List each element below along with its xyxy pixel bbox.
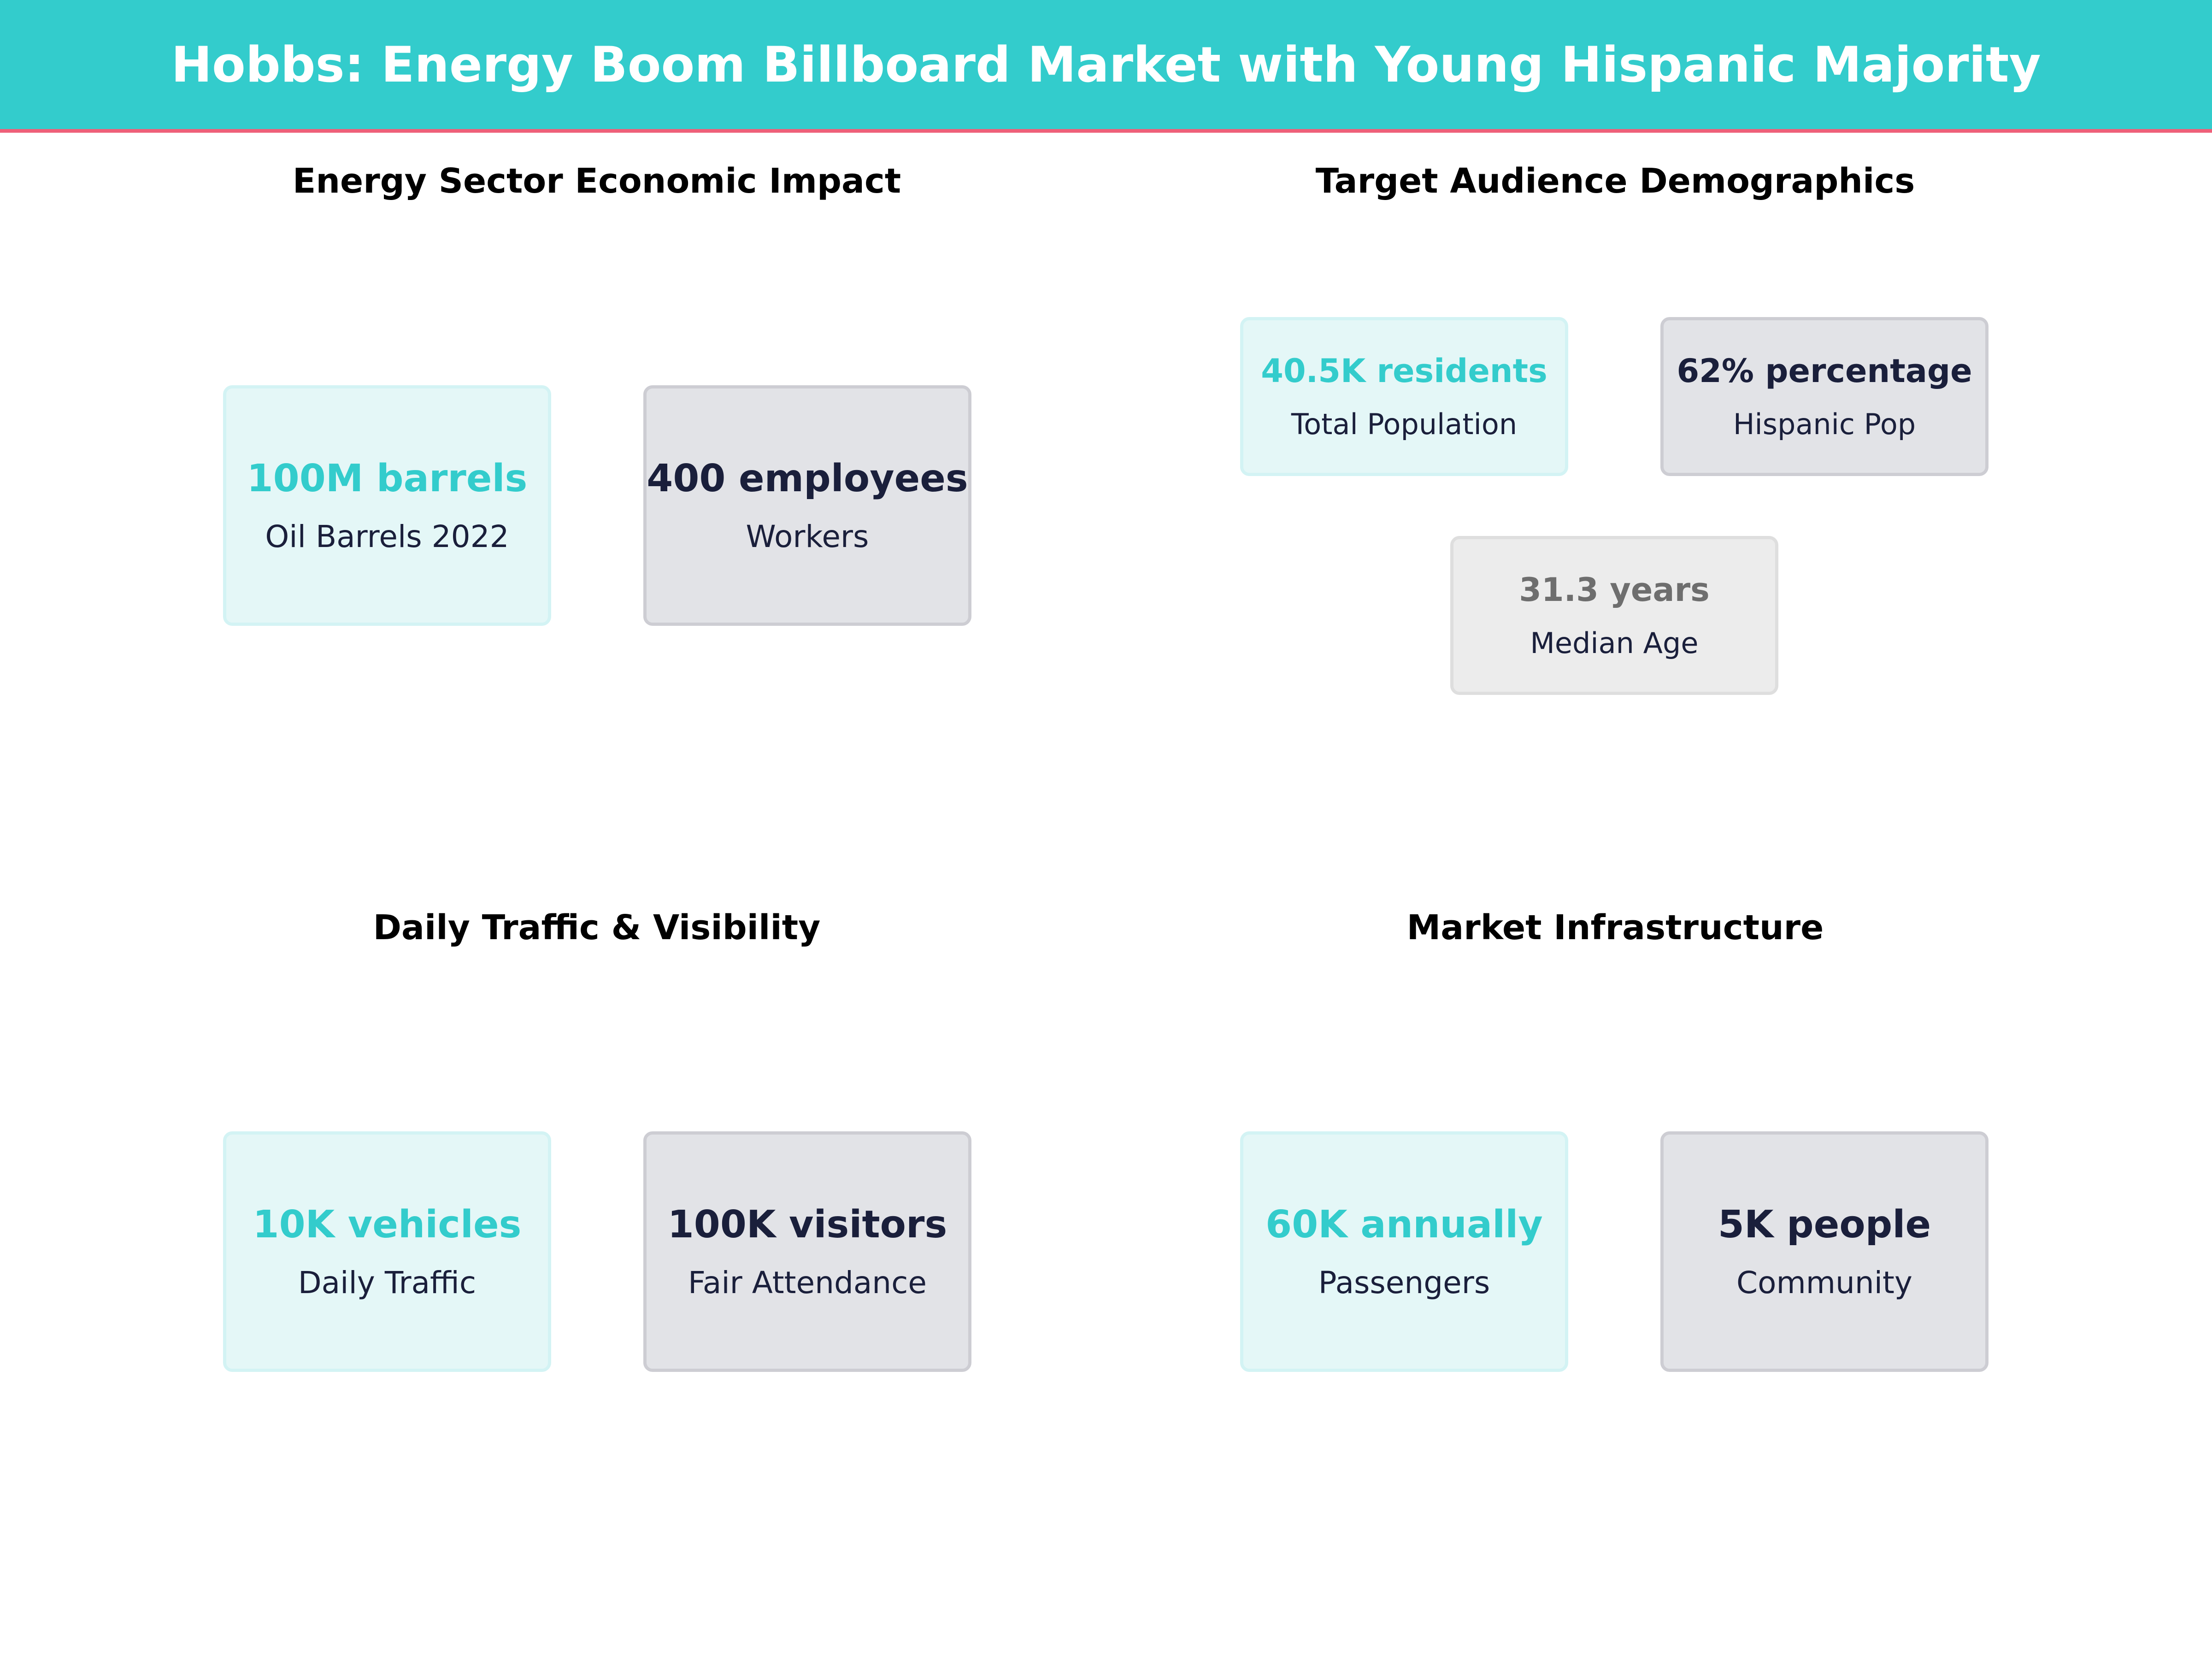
section-title-traffic: Daily Traffic & Visibility [373,908,821,947]
stat-value: 62% percentage [1677,352,1972,390]
stat-card-total-population: 40.5K residents Total Population [1240,317,1568,476]
stat-label: Community [1736,1265,1912,1300]
page-title: Hobbs: Energy Boom Billboard Market with… [171,36,2041,93]
stat-label: Hispanic Pop [1733,407,1916,441]
stat-card-community: 5K people Community [1660,1131,1988,1372]
stat-value: 31.3 years [1519,571,1710,609]
stat-card-fair-attendance: 100K visitors Fair Attendance [643,1131,971,1372]
stat-value: 60K annually [1265,1203,1543,1247]
stat-label: Oil Barrels 2022 [265,519,509,554]
stat-value: 40.5K residents [1261,352,1547,390]
section-title-energy: Energy Sector Economic Impact [292,161,901,201]
stat-value: 10K vehicles [253,1203,522,1247]
stat-label: Median Age [1530,626,1699,660]
stat-card-hispanic-pop: 62% percentage Hispanic Pop [1660,317,1988,476]
stat-card-median-age: 31.3 years Median Age [1450,536,1778,695]
stat-card-oil-barrels: 100M barrels Oil Barrels 2022 [223,385,551,626]
stat-label: Total Population [1291,407,1518,441]
section-title-infrastructure: Market Infrastructure [1406,908,1824,947]
stat-value: 100K visitors [667,1203,947,1247]
stat-label: Passengers [1318,1265,1490,1300]
stat-value: 5K people [1718,1203,1931,1247]
stat-label: Daily Traffic [298,1265,477,1300]
stat-label: Fair Attendance [688,1265,927,1300]
stat-value: 400 employees [647,457,968,500]
header-banner: Hobbs: Energy Boom Billboard Market with… [0,0,2212,133]
stat-card-workers: 400 employees Workers [643,385,971,626]
stat-value: 100M barrels [247,457,528,500]
stat-card-daily-traffic: 10K vehicles Daily Traffic [223,1131,551,1372]
section-title-demographics: Target Audience Demographics [1315,161,1915,201]
stat-label: Workers [746,519,869,554]
stat-card-passengers: 60K annually Passengers [1240,1131,1568,1372]
